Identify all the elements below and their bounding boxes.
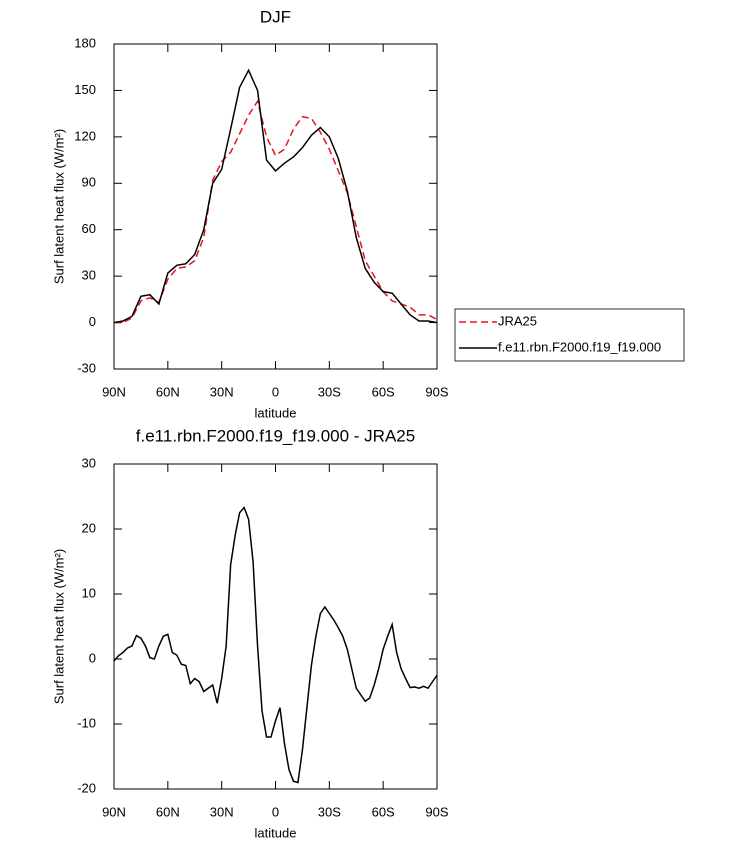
y-tick-label: 180 [74, 35, 96, 50]
x-tick-label: 60N [156, 804, 180, 819]
y-tick-label: -30 [77, 360, 96, 375]
y-axis-label: Surf latent heat flux (W/m²) [51, 549, 66, 704]
y-axis-label: Surf latent heat flux (W/m²) [51, 129, 66, 284]
data-line [113, 68, 438, 324]
y-tick-label: 20 [82, 520, 96, 535]
y-tick-label: 10 [82, 585, 96, 600]
y-tick-label: 120 [74, 128, 96, 143]
x-tick-label: 90N [102, 384, 126, 399]
y-tick-label: 30 [82, 268, 96, 283]
x-tick-label: 30N [210, 804, 234, 819]
legend-box [454, 308, 685, 362]
x-tick-label: 30N [210, 384, 234, 399]
y-tick-label: -10 [77, 715, 96, 730]
y-tick-label: -20 [77, 780, 96, 795]
x-tick-label: 60N [156, 384, 180, 399]
x-tick-label: 60S [372, 804, 395, 819]
x-axis-label: latitude [255, 405, 297, 420]
x-tick-label: 30S [318, 384, 341, 399]
y-tick-label: 0 [89, 650, 96, 665]
y-tick-label: 60 [82, 221, 96, 236]
y-tick-label: 0 [89, 314, 96, 329]
x-tick-label: 90N [102, 804, 126, 819]
x-tick-label: 0 [272, 384, 279, 399]
chart-title: DJF [260, 7, 291, 26]
x-tick-label: 90S [425, 384, 448, 399]
plot-frame [113, 463, 438, 790]
legend-label: JRA25 [498, 313, 537, 328]
legend-label: f.e11.rbn.F2000.f19_f19.000 [498, 339, 661, 354]
y-tick-label: 150 [74, 82, 96, 97]
x-tick-label: 30S [318, 804, 341, 819]
x-axis-label: latitude [255, 825, 297, 840]
data-line [113, 506, 438, 784]
chart-title: f.e11.rbn.F2000.f19_f19.000 - JRA25 [136, 426, 415, 445]
x-tick-label: 90S [425, 804, 448, 819]
x-tick-label: 0 [272, 804, 279, 819]
plot-frame [113, 43, 438, 370]
x-tick-label: 60S [372, 384, 395, 399]
y-tick-label: 30 [82, 455, 96, 470]
y-tick-label: 90 [82, 175, 96, 190]
